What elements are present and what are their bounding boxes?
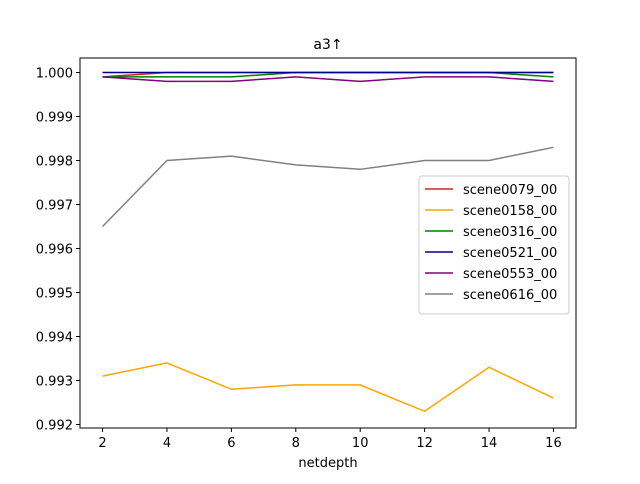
series-line-scene0616_00 — [102, 146, 554, 228]
legend-label: scene0158_00 — [463, 204, 557, 219]
x-tick-label: 4 — [163, 436, 171, 451]
legend-label: scene0521_00 — [463, 246, 557, 261]
y-tick-label: 0.993 — [36, 374, 73, 389]
chart-title: a3↑ — [313, 37, 342, 53]
legend-label: scene0316_00 — [463, 225, 557, 240]
x-tick-label: 8 — [292, 436, 300, 451]
y-tick-label: 0.998 — [36, 155, 73, 170]
x-tick-label: 12 — [416, 436, 433, 451]
series-line-scene0553_00 — [102, 76, 554, 83]
x-tick-label: 6 — [227, 436, 235, 451]
legend-label: scene0553_00 — [463, 267, 557, 282]
x-tick-label: 2 — [98, 436, 106, 451]
y-tick-label: 0.999 — [36, 111, 73, 126]
series-line-scene0158_00 — [102, 362, 554, 413]
legend-box — [418, 175, 570, 315]
x-axis: 2 4 6 8 10 12 14 16 — [98, 428, 562, 451]
legend-label: scene0616_00 — [463, 288, 557, 303]
y-tick-label: 1.000 — [36, 67, 73, 82]
y-axis: 0.992 0.993 0.994 0.995 0.996 0.997 0.998 0.999… — [36, 67, 80, 433]
y-tick-label: 0.994 — [36, 330, 73, 345]
y-tick-label: 0.996 — [36, 242, 73, 257]
plot-frame — [79, 57, 577, 429]
y-tick-label: 0.995 — [36, 286, 73, 301]
y-tick-label: 0.997 — [36, 199, 73, 214]
x-axis-label: netdepth — [298, 456, 357, 471]
series-layer — [102, 71, 554, 413]
legend-label: scene0079_00 — [463, 183, 557, 198]
x-tick-label: 14 — [481, 436, 498, 451]
y-tick-label: 0.992 — [36, 418, 73, 433]
legend: scene0079_00 scene0158_00 scene0316_00scen… — [418, 175, 570, 315]
x-tick-label: 10 — [352, 436, 369, 451]
x-tick-label: 16 — [545, 436, 562, 451]
